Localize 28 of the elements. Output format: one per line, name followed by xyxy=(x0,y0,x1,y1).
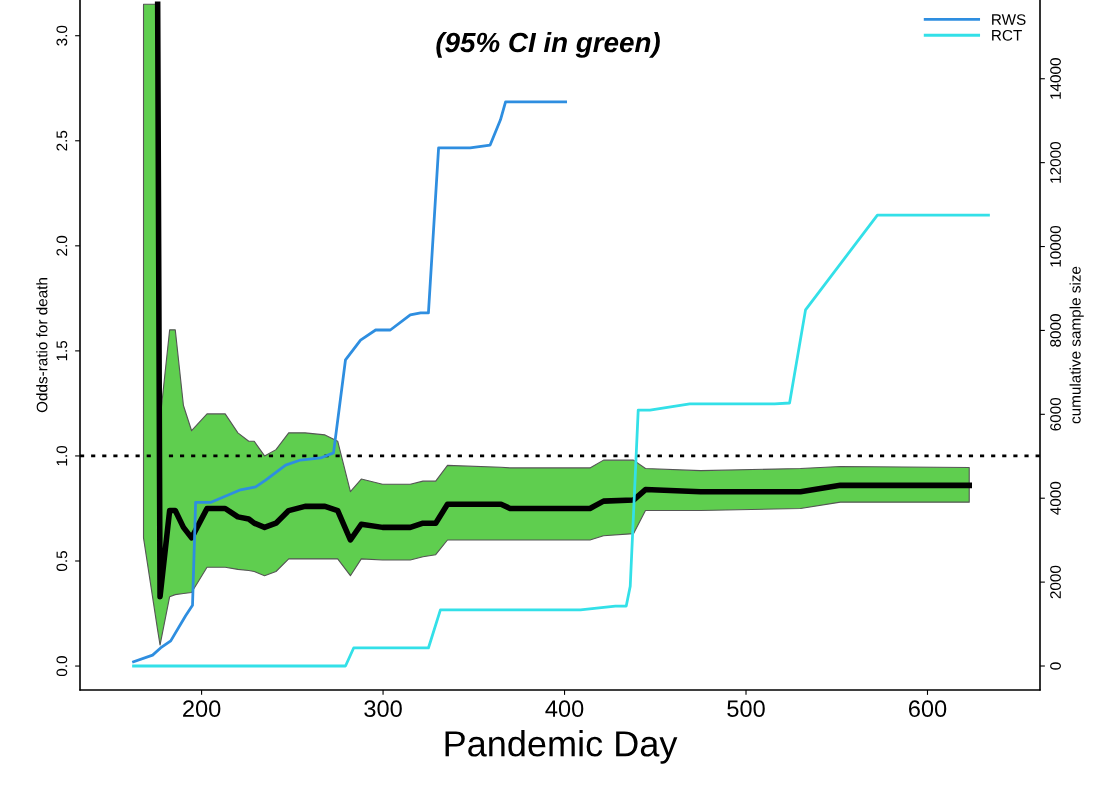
legend-label: RWS xyxy=(992,14,1026,25)
y-axis-title: Odds-ratio for death xyxy=(36,278,48,413)
y2-tick-label: 0 xyxy=(1050,662,1061,670)
line-series xyxy=(132,213,990,668)
y2-tick-label: 14000 xyxy=(1050,58,1061,99)
y2-tick-label: 2000 xyxy=(1050,565,1061,599)
y-tick-label: 0.5 xyxy=(56,551,68,572)
x-tick-label: 200 xyxy=(183,700,221,718)
x-tick-label: 500 xyxy=(727,700,765,718)
y2-tick-label: 10000 xyxy=(1050,225,1061,267)
legend-label: RCT xyxy=(992,29,1022,41)
y2-tick-label: 8000 xyxy=(1050,314,1061,347)
y-tick-label: 2.5 xyxy=(56,130,68,151)
x-axis-title: Pandemic Day xyxy=(445,730,678,764)
y-tick-label: 0.0 xyxy=(56,656,68,677)
y2-tick-label: 4000 xyxy=(1050,481,1061,515)
y-tick-label: 1.0 xyxy=(56,445,68,466)
line-series xyxy=(132,100,568,664)
y-tick-label: 1.5 xyxy=(56,340,68,361)
x-tick-label: 300 xyxy=(364,700,402,718)
y2-tick-label: 6000 xyxy=(1050,397,1061,431)
x-tick-label: 600 xyxy=(908,700,947,718)
y-tick-label: 2.0 xyxy=(56,235,68,256)
text: (95% CI in green) xyxy=(436,31,660,58)
y-tick-label: 3.0 xyxy=(56,25,68,46)
y2-axis-title: cumulative sample size xyxy=(1069,266,1084,424)
x-tick-label: 400 xyxy=(545,700,584,718)
y2-tick-label: 12000 xyxy=(1050,141,1061,183)
